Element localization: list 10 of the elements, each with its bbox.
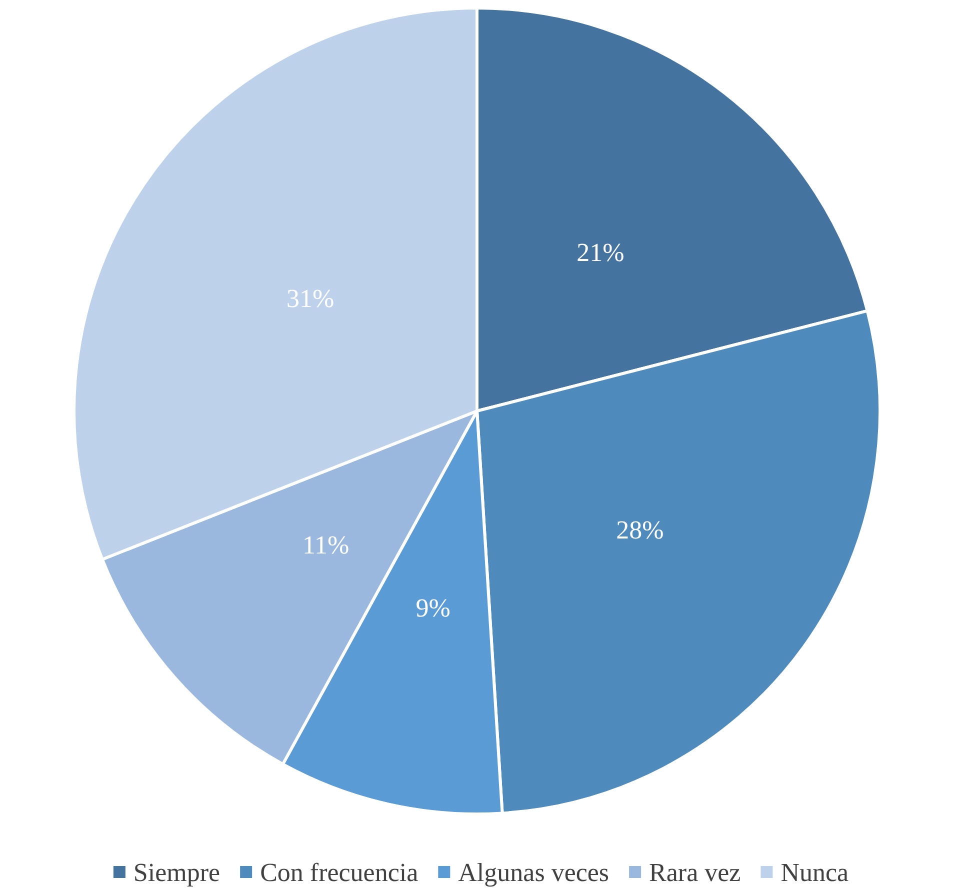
data-label: 21% bbox=[576, 238, 624, 267]
data-label: 28% bbox=[616, 516, 664, 545]
legend-label: Con frecuencia bbox=[260, 858, 419, 888]
data-label: 11% bbox=[302, 530, 350, 560]
data-label: 9% bbox=[416, 594, 450, 623]
legend-label: Algunas veces bbox=[458, 858, 610, 888]
legend-label: Siempre bbox=[133, 858, 220, 888]
legend-label: Rara vez bbox=[649, 858, 741, 888]
legend-label: Nunca bbox=[780, 858, 850, 888]
data-label: 31% bbox=[286, 284, 334, 313]
